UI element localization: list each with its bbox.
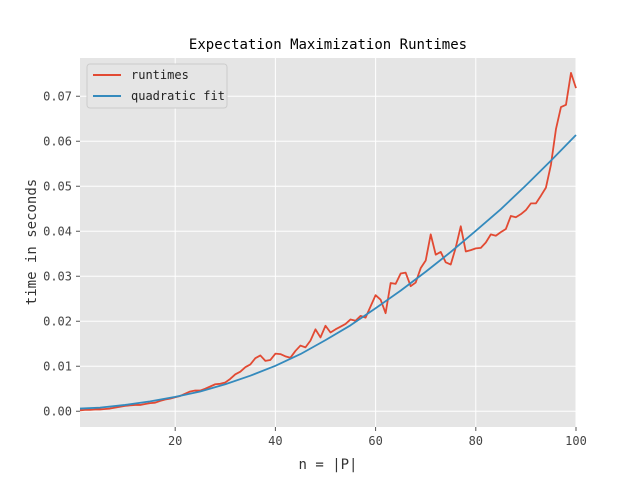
plot-background bbox=[80, 58, 576, 427]
x-tick-label: 40 bbox=[268, 434, 282, 448]
y-tick-label: 0.00 bbox=[43, 404, 72, 418]
legend-box bbox=[86, 63, 228, 109]
legend-label-quadratic-fit: quadratic fit bbox=[131, 89, 225, 103]
x-tick-label: 100 bbox=[565, 434, 587, 448]
grid bbox=[80, 58, 577, 427]
series-line-runtimes bbox=[79, 71, 577, 412]
y-tick-label: 0.07 bbox=[43, 89, 72, 103]
legend-label-runtimes: runtimes bbox=[131, 68, 189, 82]
x-tick-label: 60 bbox=[368, 434, 382, 448]
y-tick-label: 0.01 bbox=[43, 359, 72, 373]
y-tick-label: 0.03 bbox=[43, 269, 72, 283]
y-tick-label: 0.04 bbox=[43, 224, 72, 238]
y-tick-label: 0.02 bbox=[43, 314, 72, 328]
y-tick-label: 0.05 bbox=[43, 179, 72, 193]
legend: runtimes quadratic fit bbox=[86, 63, 228, 109]
ticks: 20 40 60 80 100 0.00 0.01 0.02 0.03 0.04 0.05 0.06 0… bbox=[43, 89, 587, 448]
y-axis-label: time in seconds bbox=[24, 179, 40, 305]
y-tick-label: 0.06 bbox=[43, 134, 72, 148]
x-tick-label: 80 bbox=[469, 434, 483, 448]
x-tick-label: 20 bbox=[168, 434, 182, 448]
chart-title: Expectation Maximization Runtimes bbox=[189, 37, 467, 53]
series-layer bbox=[79, 71, 577, 412]
x-axis-label: n = |P| bbox=[298, 457, 357, 473]
series-line-quadratic-fit bbox=[79, 134, 577, 410]
